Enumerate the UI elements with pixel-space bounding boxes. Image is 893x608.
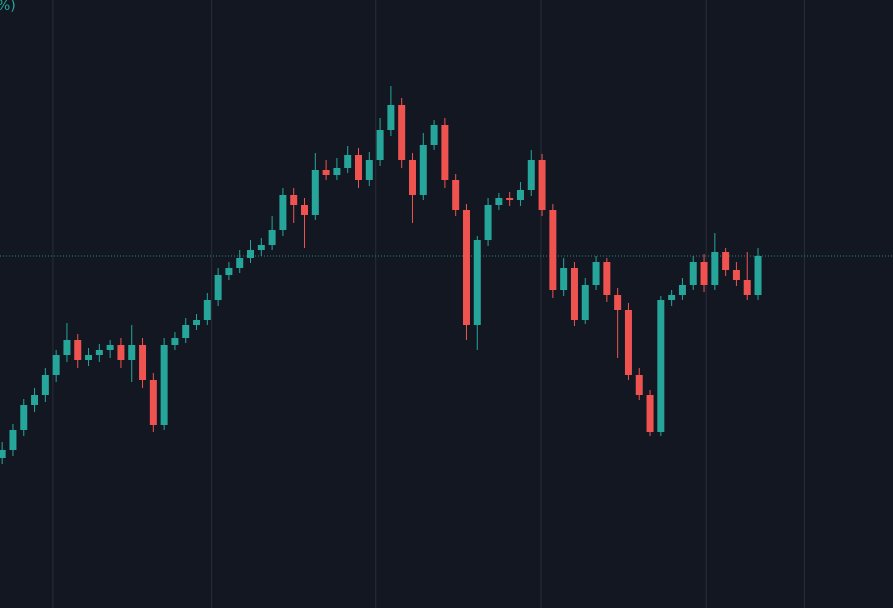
candle-body xyxy=(247,250,255,258)
candle-body xyxy=(203,300,211,320)
candle-body xyxy=(9,430,17,450)
candle-body xyxy=(160,345,168,425)
candle-body xyxy=(311,170,319,215)
candle-body xyxy=(279,195,287,230)
candle-body xyxy=(452,180,460,210)
candle-body xyxy=(398,105,406,160)
candle-body xyxy=(581,285,589,320)
candle-body xyxy=(193,320,201,325)
candle-body xyxy=(408,160,416,195)
candle-body xyxy=(182,325,190,338)
candle-body xyxy=(268,230,276,245)
candle-body xyxy=(344,155,352,168)
candle-body xyxy=(236,258,244,268)
candle-body xyxy=(657,300,665,432)
candle-body xyxy=(225,268,233,275)
candle-body xyxy=(214,275,222,300)
candle-body xyxy=(603,262,611,295)
candle-body xyxy=(570,268,578,320)
candle-body xyxy=(678,285,686,295)
candle-body xyxy=(387,105,395,130)
candle-body xyxy=(301,205,309,215)
candle-body xyxy=(52,355,60,375)
candle-body xyxy=(376,130,384,160)
candle-body xyxy=(689,262,697,285)
candle-body xyxy=(592,262,600,285)
candle-body xyxy=(333,168,341,175)
candle-body xyxy=(722,252,730,270)
candle-body xyxy=(549,210,557,290)
candle-body xyxy=(74,340,82,360)
candle-body xyxy=(257,245,265,250)
candle-body xyxy=(149,380,157,425)
candle-body xyxy=(31,395,39,405)
candle-body xyxy=(711,252,719,285)
candle-body xyxy=(322,170,330,175)
candle-body xyxy=(506,198,514,200)
candle-body xyxy=(41,375,49,395)
candle-body xyxy=(700,262,708,285)
candle-body xyxy=(20,405,28,430)
candle-body xyxy=(0,450,6,458)
candle-body xyxy=(290,195,298,205)
candle-body xyxy=(365,160,373,180)
candle-body xyxy=(560,268,568,290)
candle-body xyxy=(484,205,492,240)
candle-body xyxy=(85,355,93,360)
candle-body xyxy=(614,295,622,310)
candle-body xyxy=(419,145,427,195)
candle-body xyxy=(171,338,179,345)
candle-body xyxy=(516,190,524,200)
candle-body xyxy=(527,160,535,190)
candle-body xyxy=(635,375,643,395)
candle-body xyxy=(441,125,449,180)
candle-body xyxy=(538,160,546,210)
candle-body xyxy=(128,345,136,360)
candle-body xyxy=(624,310,632,375)
candle-body xyxy=(63,340,71,355)
candle-body xyxy=(106,345,114,350)
candle-body xyxy=(473,240,481,325)
legend-fragment: %) xyxy=(0,0,16,14)
candle-body xyxy=(95,350,103,355)
candle-body xyxy=(732,270,740,280)
candle-body xyxy=(754,256,762,295)
candle-body xyxy=(139,345,147,380)
candle-body xyxy=(668,295,676,300)
candle-body xyxy=(743,280,751,295)
candle-body xyxy=(117,345,125,360)
candle-body xyxy=(646,395,654,432)
candle-body xyxy=(354,155,362,180)
candle-body xyxy=(430,125,438,145)
candle-body xyxy=(495,198,503,205)
candle-body xyxy=(462,210,470,325)
